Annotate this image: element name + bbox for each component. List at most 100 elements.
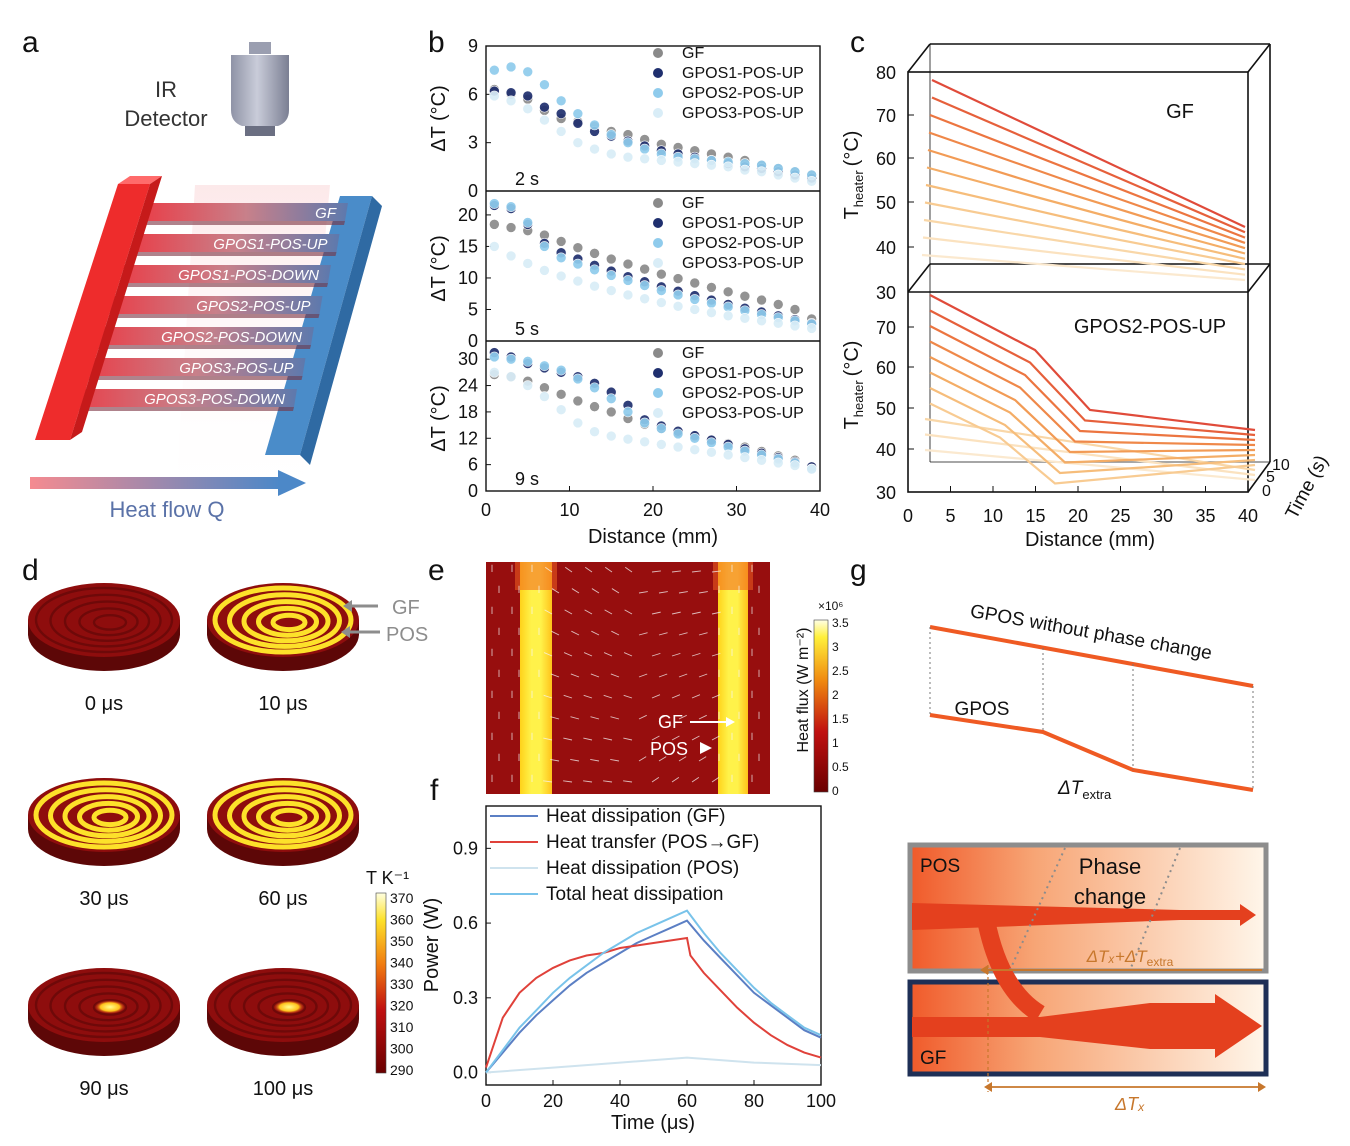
flux-arrow-150 bbox=[691, 776, 700, 783]
c-gpos2-curve-5 bbox=[929, 371, 1256, 464]
b2-point-s0-7 bbox=[605, 406, 617, 418]
b0-point-s2-1 bbox=[505, 61, 517, 73]
disc-1-ring-4 bbox=[270, 612, 308, 633]
dtx-arrow-left bbox=[984, 1082, 992, 1092]
b2-legend-marker-3 bbox=[653, 408, 663, 418]
c-upper-ytick-label-4: 40 bbox=[876, 238, 896, 258]
b0-point-s2-5 bbox=[572, 108, 584, 119]
flux-arrow-11 bbox=[711, 570, 721, 573]
disc-time-5: 100 μs bbox=[253, 1078, 313, 1100]
disc-5-ring-1 bbox=[228, 978, 341, 1033]
label-dtx: ΔTₓ bbox=[1114, 1094, 1145, 1114]
b1-point-s0-5 bbox=[572, 242, 584, 253]
flux-arrow-74 bbox=[570, 673, 580, 678]
c-xtick-label-8: 40 bbox=[1238, 506, 1258, 526]
strip-edge-4 bbox=[97, 345, 311, 349]
phase-label-1: Phase bbox=[1079, 854, 1141, 879]
b0-point-s3-7 bbox=[605, 148, 617, 160]
flux-arrow-103 bbox=[590, 716, 600, 720]
disc-0-ring-1 bbox=[49, 593, 162, 648]
b2-point-s3-6 bbox=[589, 426, 600, 437]
flux-arrow-134 bbox=[658, 756, 667, 762]
strip-edge-5 bbox=[85, 376, 303, 380]
flux-arrow-73 bbox=[550, 673, 560, 678]
flux-arrow-3 bbox=[544, 566, 553, 573]
c-upper-ytick-label-1: 70 bbox=[876, 106, 896, 126]
panel-g: GPOS without phase change GPOS ΔTextra P… bbox=[907, 601, 1269, 1114]
flux-arrow-122 bbox=[691, 735, 700, 741]
c-lower-ytick-label-1: 70 bbox=[876, 318, 896, 338]
c-gpos2-curve-4 bbox=[929, 387, 1256, 475]
flux-arrow-92 bbox=[651, 694, 661, 699]
b2-point-s2-4 bbox=[555, 364, 567, 376]
c-upper-ytick-label-0: 80 bbox=[876, 63, 896, 83]
b1-ytick-label-2: 10 bbox=[458, 268, 478, 288]
heat-flux-colorbar bbox=[813, 619, 829, 793]
disc-1-ring-3 bbox=[256, 605, 319, 638]
b2-point-s3-0 bbox=[489, 367, 500, 378]
b1-point-s3-16 bbox=[756, 315, 767, 327]
flux-arrow-45 bbox=[551, 630, 560, 636]
b1-legend-1: GPOS1-POS-UP bbox=[682, 215, 804, 232]
b-xtick-label-3: 30 bbox=[726, 500, 746, 520]
b2-point-s3-4 bbox=[555, 404, 567, 416]
b2-legend-1: GPOS1-POS-UP bbox=[682, 365, 804, 382]
pos-heat-arrow bbox=[912, 903, 1256, 930]
red-heater-bar bbox=[35, 176, 162, 440]
b2-ytick-label-0: 0 bbox=[468, 481, 478, 501]
b2-ytick-label-5: 30 bbox=[458, 349, 478, 369]
f-ytick-label-3: 0.9 bbox=[453, 838, 478, 858]
b2-ytick-label-2: 12 bbox=[458, 428, 478, 448]
b2-point-s3-19 bbox=[806, 463, 817, 475]
f-series-line-2 bbox=[485, 1056, 822, 1074]
panel-e-gf-label: GF bbox=[658, 712, 683, 732]
flux-arrow-17 bbox=[551, 588, 560, 594]
colorbar-title: T K⁻¹ bbox=[366, 868, 409, 888]
b1-point-s2-13 bbox=[706, 297, 717, 309]
b0-point-s3-3 bbox=[539, 114, 550, 126]
c-lower-ytick-label-0: 30 bbox=[876, 283, 896, 303]
flux-arrow-39 bbox=[711, 611, 721, 615]
b1-point-s3-3 bbox=[539, 265, 550, 276]
heat-flux-label-group: Heat flux (W m⁻²) bbox=[795, 628, 812, 753]
c-upper-ytick-label-3: 50 bbox=[876, 193, 896, 213]
b0-point-s3-10 bbox=[656, 155, 667, 166]
b2-point-s2-7 bbox=[605, 393, 617, 405]
flux-arrow-23 bbox=[678, 591, 688, 594]
flux-arrow-89 bbox=[583, 694, 593, 699]
b1-point-s0-16 bbox=[756, 294, 767, 306]
b0-point-s3-6 bbox=[589, 143, 600, 155]
b1-point-s0-1 bbox=[505, 222, 517, 233]
flux-arrow-75 bbox=[590, 673, 600, 678]
flux-arrow-108 bbox=[698, 714, 707, 720]
b1-point-s0-10 bbox=[656, 268, 667, 280]
panel-c-ticks: 80 70 60 50 40 30 70 60 50 40 30 0 5 10 15 20 25 30 35 40 bbox=[876, 63, 1258, 526]
b2-point-s3-10 bbox=[656, 439, 667, 450]
b2-point-s3-3 bbox=[539, 391, 550, 402]
b1-point-s3-1 bbox=[505, 250, 517, 262]
flux-arrow-77 bbox=[638, 673, 648, 678]
b1-point-s2-12 bbox=[689, 294, 701, 305]
phase-boundaries bbox=[1009, 847, 1181, 971]
flux-arrow-66 bbox=[691, 652, 701, 657]
b0-point-s3-19 bbox=[806, 176, 817, 187]
f-legend-label-0: Heat dissipation (GF) bbox=[546, 806, 726, 827]
f-xtick-label-2: 40 bbox=[610, 1091, 630, 1111]
line-gpos bbox=[929, 713, 1254, 792]
colorbar-exponent: ×10⁶ bbox=[818, 599, 843, 613]
b0-point-s2-2 bbox=[522, 66, 534, 78]
gf-pointer-head bbox=[726, 717, 735, 727]
flux-arrow-32 bbox=[564, 609, 573, 615]
b2-point-s3-1 bbox=[505, 371, 517, 383]
flux-arrow-105 bbox=[638, 714, 647, 720]
left-column-cap bbox=[515, 562, 557, 590]
flux-arrow-78 bbox=[658, 673, 668, 678]
f-xtick-label-4: 80 bbox=[744, 1091, 764, 1111]
f-xlabel: Time (μs) bbox=[611, 1112, 695, 1134]
b2-legend-3: GPOS3-POS-UP bbox=[682, 405, 804, 422]
ir-detector-icon bbox=[231, 42, 289, 136]
b1-point-s0-14 bbox=[722, 286, 734, 298]
b2-legend-0: GF bbox=[682, 345, 704, 362]
b0-point-s3-17 bbox=[772, 169, 784, 181]
flux-arrow-60 bbox=[563, 652, 573, 657]
